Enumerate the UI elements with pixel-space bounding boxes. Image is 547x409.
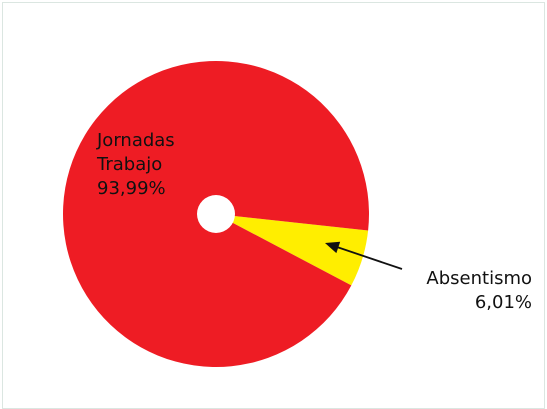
slice-label-jornadas-trabajo: Jornadas Trabajo 93,99% — [97, 129, 175, 201]
absentismo-arrowhead — [325, 241, 341, 254]
slice-value-label: 6,01% — [474, 292, 532, 313]
slice-value-label: 93,99% — [97, 178, 166, 199]
slice-label-absentismo: Absentismo 6,01% — [412, 267, 532, 315]
center-hole — [197, 195, 235, 233]
slice-label-line: Absentismo — [426, 268, 532, 289]
slice-absentismo — [216, 214, 369, 286]
absentismo-leader-line — [330, 244, 403, 270]
pie-chart — [63, 60, 403, 367]
slice-label-line: Trabajo — [97, 154, 163, 175]
slice-label-line: Jornadas — [97, 130, 175, 151]
